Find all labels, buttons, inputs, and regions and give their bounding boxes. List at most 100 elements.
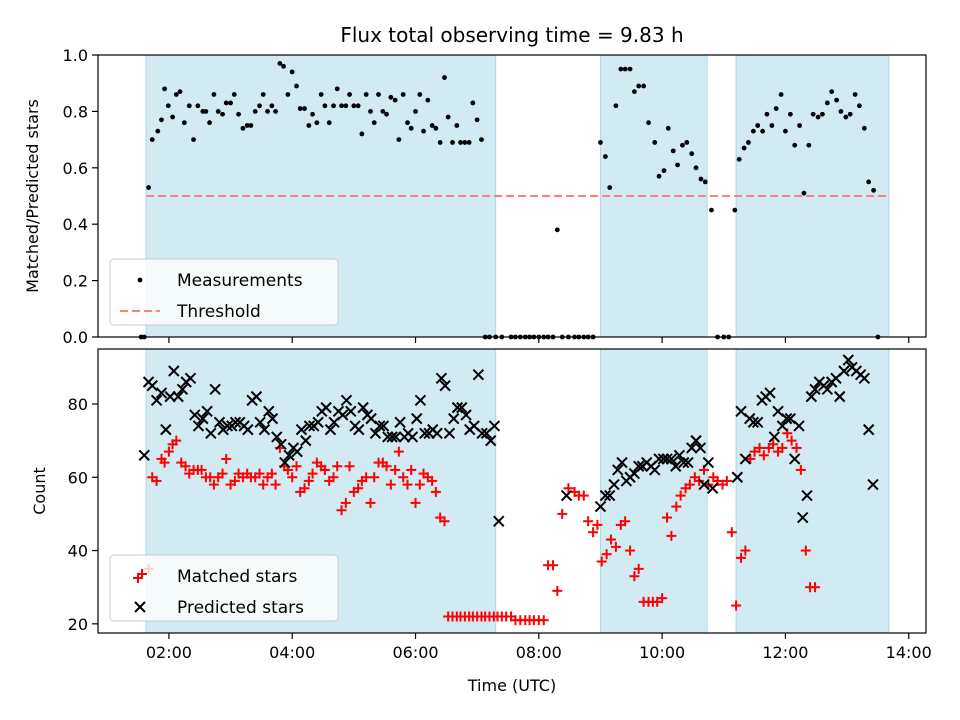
measurement-point [755,123,761,128]
measurement-point [769,123,775,128]
predicted-star-marker [160,423,172,436]
matched-star-marker [736,552,747,563]
measurement-point [331,103,336,109]
marker-stroke [468,420,480,432]
x-tick-label: 14:00 [886,643,932,662]
marker-stroke [821,383,834,396]
predicted-star-marker [706,482,719,494]
measurement-point [646,120,651,126]
predicted-star-marker [821,383,834,396]
legend-dot [137,277,143,283]
predicted-star-marker [751,416,764,428]
matched-star-marker [270,479,281,490]
measurement-point [450,140,455,145]
measurement-point [155,128,161,134]
measurement-point [306,123,312,128]
measurement-point [801,190,807,196]
matched-star-marker [307,468,318,479]
matched-star-marker [393,446,404,457]
predicted-star-marker [377,420,390,432]
measurement-point [603,154,608,159]
measurement-point [656,173,662,179]
predicted-star-marker [698,478,710,491]
measurement-point [339,103,344,109]
predicted-star-marker [599,489,612,502]
measurement-point [627,66,633,72]
predicted-star-marker [353,423,365,436]
predicted-star-marker [168,365,180,377]
predicted-star-marker [406,431,419,443]
predicted-star-marker [616,456,628,469]
measurement-point [384,111,389,117]
measurement-point [607,185,613,190]
marker-stroke [801,489,813,502]
predicted-star-marker [242,423,254,436]
predicted-star-marker [443,427,456,439]
measurement-point [684,140,690,145]
measurement-point [675,162,680,168]
marker-stroke [320,401,332,414]
marker-stroke [702,456,715,469]
measurement-point [376,92,381,97]
measurement-point [177,89,183,95]
matched-star-marker [791,442,802,453]
predicted-star-marker [677,456,690,469]
matched-star-marker [303,475,314,486]
measurement-point [866,179,872,185]
marker-stroke [772,405,784,418]
measurement-point [289,69,295,75]
matched-star-marker [620,516,631,527]
predicted-star-marker [560,489,573,502]
bottom-panel-count-plot: 20 40 60 80 02:00 04:00 06:00 08:00 10:00 12:00 14… [30,348,932,662]
predicted-star-marker [768,431,781,443]
measurement-point [248,123,254,128]
marker-stroke [229,416,242,428]
matched-star-marker [605,534,616,545]
predicted-star-marker [485,434,497,447]
matched-star-marker [196,464,207,475]
marker-stroke [258,423,271,436]
measurement-point [824,100,830,106]
measurement-point [396,137,402,143]
legend-label: Predicted stars [177,598,304,618]
predicted-star-marker [221,420,234,432]
matched-star-marker [745,453,756,464]
marker-stroke [176,383,189,396]
predicted-star-marker [731,471,744,483]
y-tick-label: 80 [68,395,88,414]
measurement-point [400,92,406,97]
measurement-point [670,148,676,154]
marker-stroke [146,379,158,392]
y-tick-label: 60 [68,468,88,487]
marker-stroke [365,412,377,425]
marker-stroke [488,420,501,432]
predicted-star-marker [862,423,875,436]
marker-stroke [431,427,443,439]
predicted-star-marker [138,449,150,461]
predicted-star-marker [345,405,357,418]
measurement-point [294,83,299,89]
predicted-star-marker [184,372,197,385]
matched-star-marker [629,571,640,582]
legend-box [109,258,339,326]
measurement-point [421,128,426,134]
matched-star-marker [810,582,821,593]
matched-star-marker [777,442,788,453]
marker-stroke [661,453,673,465]
predicted-star-marker [254,416,266,428]
marker-stroke [764,387,776,399]
measurement-point [310,111,315,117]
measurement-point [269,103,275,109]
measurement-point [702,179,708,185]
predicted-star-marker [796,511,809,524]
marker-stroke [419,427,431,439]
predicted-star-marker [411,412,423,425]
measurement-point [641,83,647,89]
marker-stroke [435,372,448,385]
y-axis-label: Count [30,467,49,515]
y-tick-label: 0.6 [63,159,88,178]
marker-stroke [443,427,456,439]
matched-star-marker [726,527,737,538]
predicted-star-marker [357,401,369,414]
